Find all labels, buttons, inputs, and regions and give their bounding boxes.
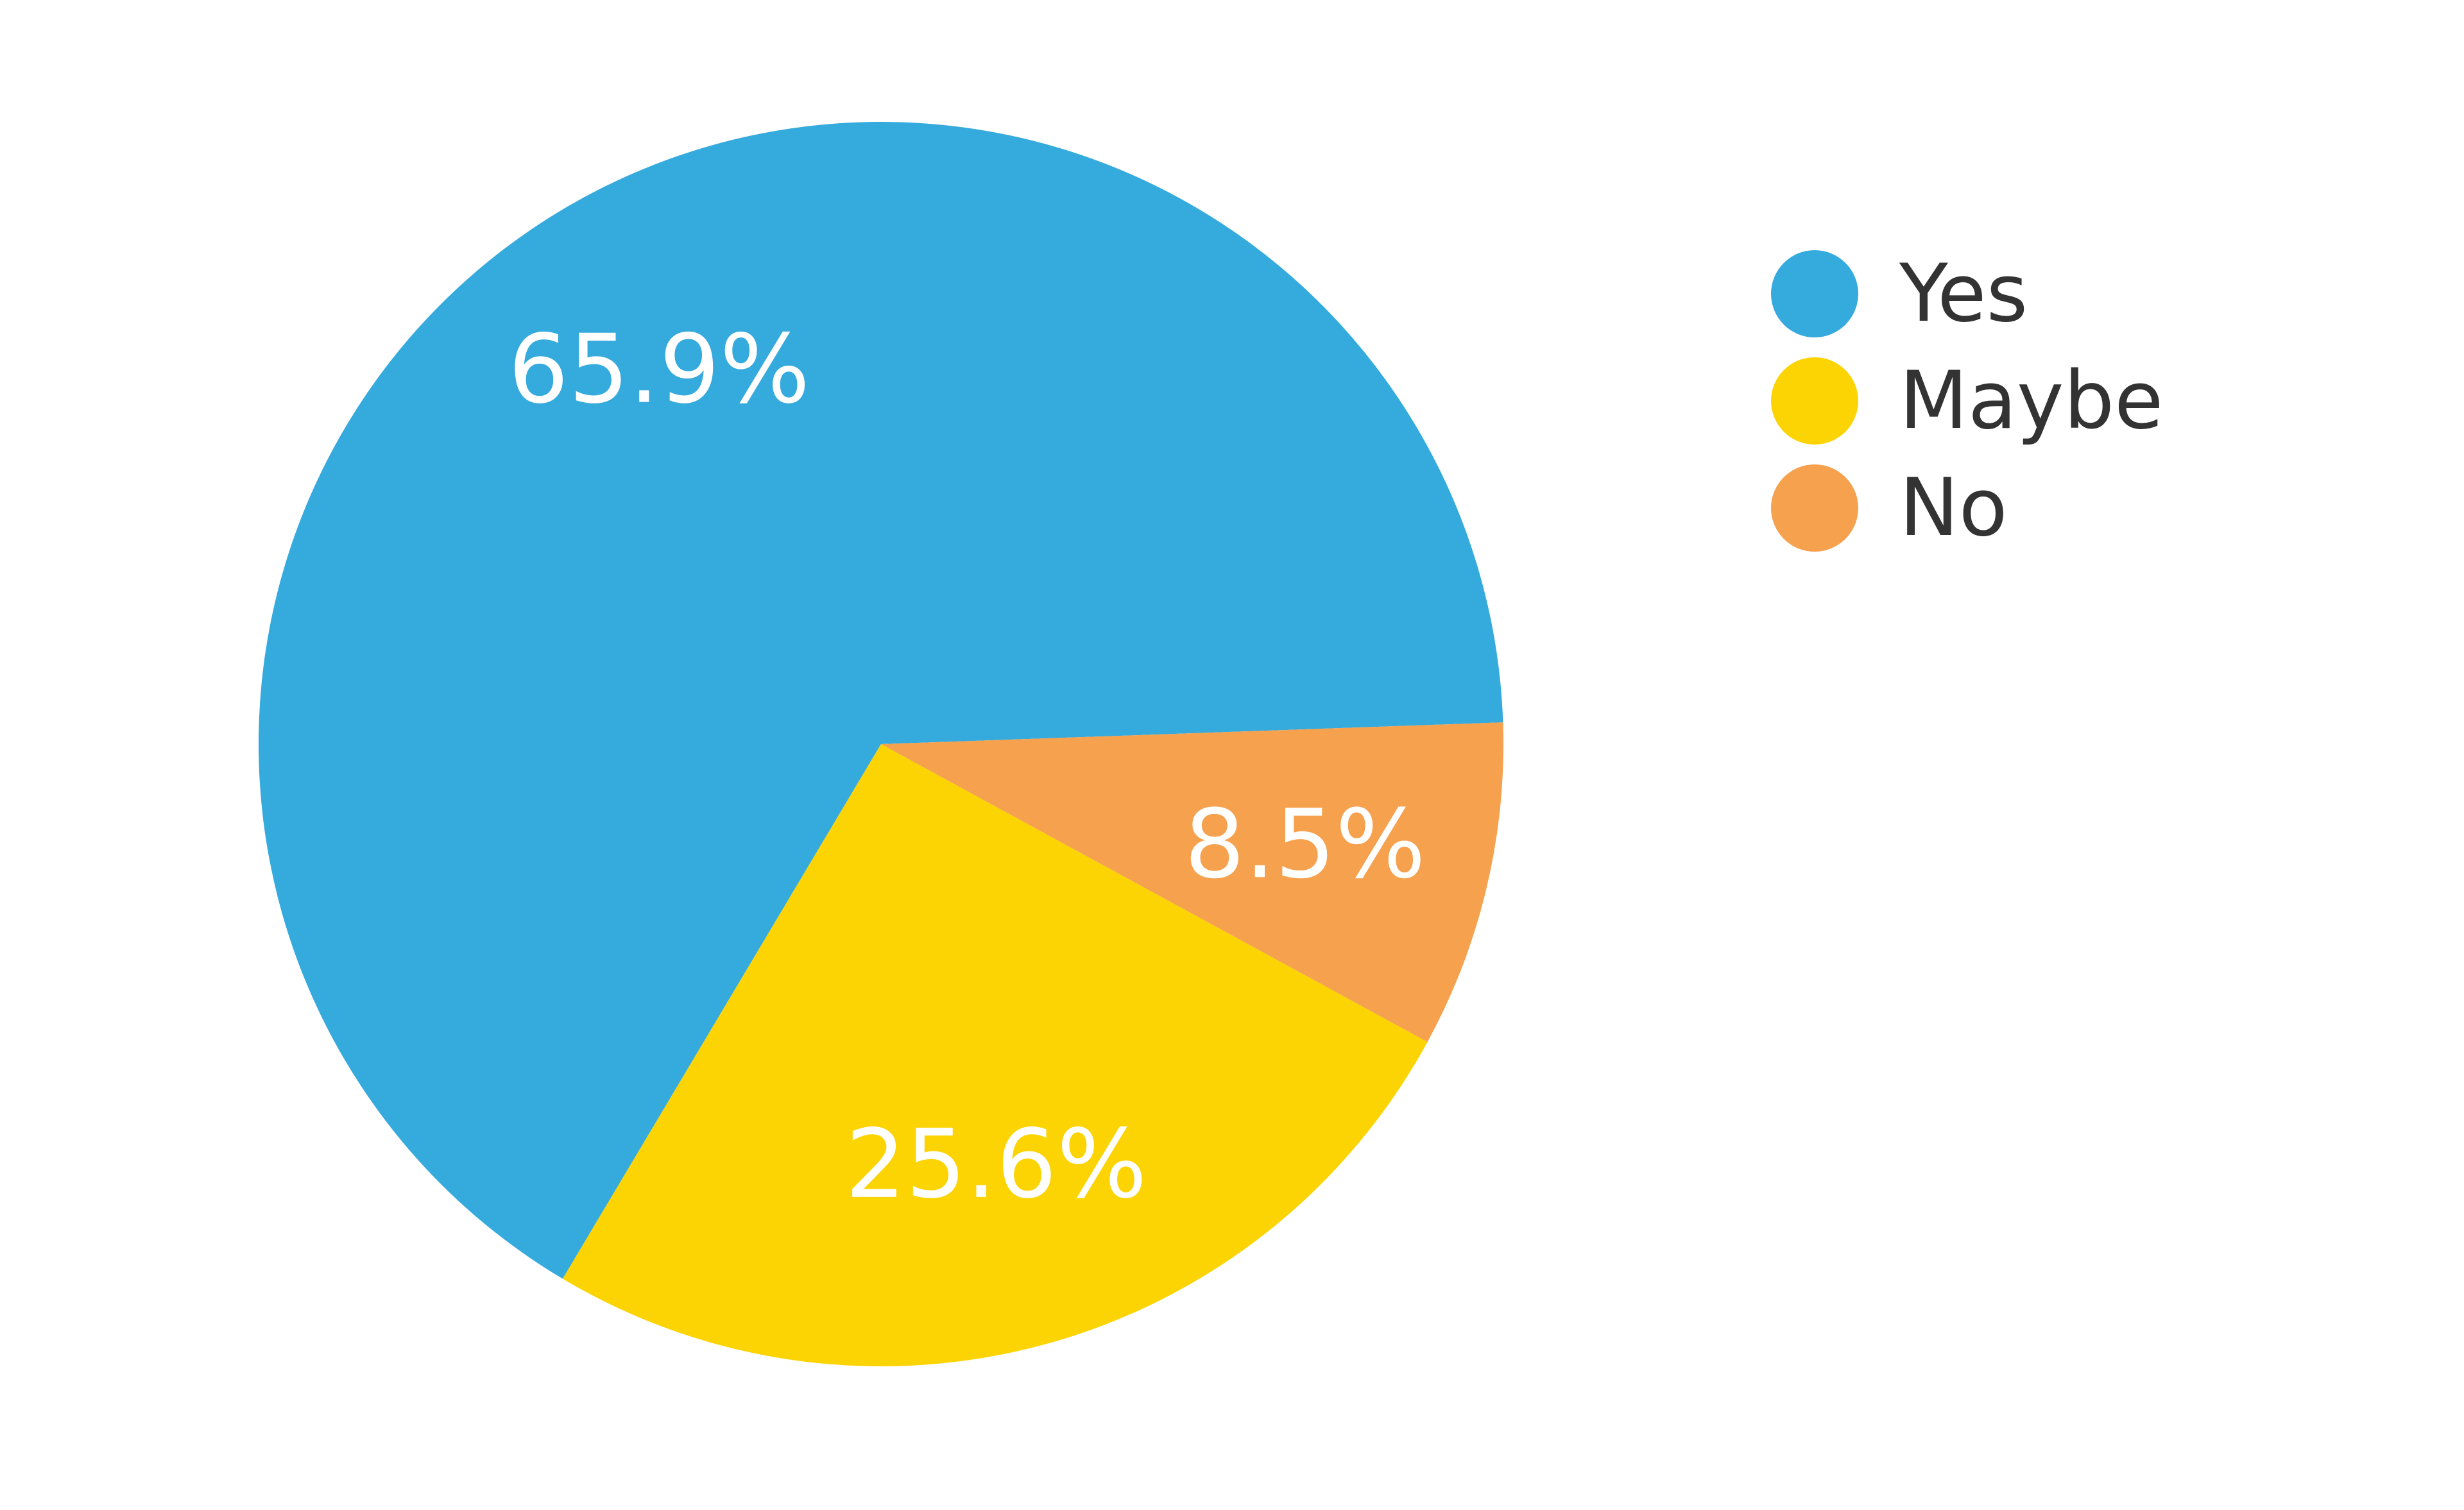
pie-slice-no	[881, 722, 1503, 1042]
data-label-yes: 65.9%	[508, 314, 810, 425]
pie-slice-yes	[259, 122, 1503, 1279]
legend-label-yes: Yes	[1899, 248, 2028, 340]
data-label-maybe: 25.6%	[845, 1109, 1147, 1219]
pie-data-labels: 65.9% 25.6% 8.5%	[508, 314, 1426, 1219]
data-label-no: 8.5%	[1185, 789, 1426, 899]
legend-label-maybe: Maybe	[1899, 355, 2163, 447]
legend-label-no: No	[1899, 462, 2008, 554]
legend: Yes Maybe No	[1771, 248, 2163, 554]
legend-swatch-yes	[1771, 250, 1858, 337]
legend-swatch-no	[1771, 464, 1858, 552]
pie-slice-maybe	[562, 744, 1428, 1366]
pie-slices	[259, 122, 1503, 1366]
legend-swatch-maybe	[1771, 357, 1858, 445]
